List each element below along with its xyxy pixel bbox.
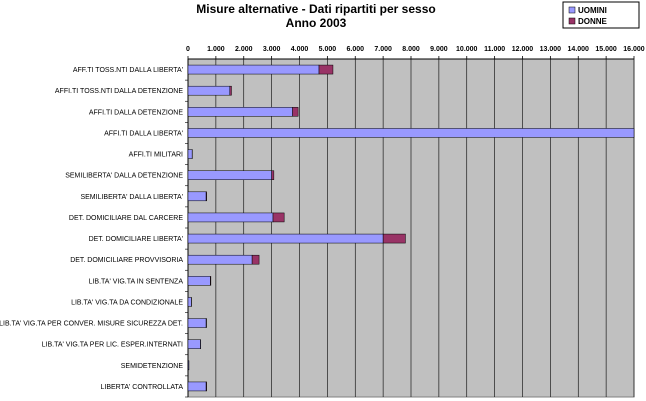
x-tick-label: 5.000	[319, 46, 337, 53]
x-tick-label: 3.000	[263, 46, 281, 53]
bar-uomini	[187, 191, 207, 202]
bar-uomini	[187, 85, 231, 96]
bar-uomini	[187, 318, 207, 328]
bar-uomini	[187, 149, 193, 159]
x-tick-label: 13.000	[540, 46, 562, 53]
bar-uomini	[187, 107, 293, 117]
x-tick-label: 12.000	[512, 46, 534, 53]
category-label: AFFI.TI DALLA DETENZIONE	[89, 109, 183, 116]
x-tick-label: 14.000	[568, 46, 590, 53]
x-tick-label: 8.000	[402, 46, 420, 53]
bar-uomini	[187, 381, 207, 392]
category-axis: AFF.TI TOSS.NTI DALLA LIBERTA' AFFI.TI TO…	[0, 67, 188, 398]
bar-uomini	[187, 128, 635, 138]
bar-donne	[318, 64, 334, 75]
category-label: LIBERTA' CONTROLLATA	[100, 384, 183, 391]
bars	[187, 64, 635, 392]
x-tick-label: 0	[186, 46, 190, 53]
bar-uomini	[187, 64, 320, 75]
bar-uomini	[187, 276, 211, 286]
bar-donne	[210, 276, 212, 286]
category-label: LIB.TA' VIG.TA PER LIC. ESPER.INTERNATI	[42, 342, 183, 349]
category-label: SEMIDETENZIONE	[121, 363, 184, 370]
bar-uomini	[187, 297, 192, 307]
bar-uomini	[187, 233, 384, 244]
x-tick-label: 6.000	[346, 46, 364, 53]
x-tick-label: 7.000	[374, 46, 392, 53]
legend-label-donne: DONNE	[578, 17, 608, 26]
x-tick-label: 10.000	[456, 46, 478, 53]
category-label: LIB.TA' VIG.TA DA CONDIZIONALE	[71, 299, 183, 306]
chart-title: Misure alternative - Dati ripartiti per …	[196, 2, 435, 16]
x-tick-label: 9.000	[430, 46, 448, 53]
bar-uomini	[187, 339, 201, 349]
bar-donne	[382, 233, 406, 244]
category-label: LIB.TA' VIG.TA IN SENTENZA	[89, 278, 184, 285]
legend-label-uomini: UOMINI	[578, 6, 607, 15]
category-label: AFFI.TI TOSS.NTI DALLA DETENZIONE	[55, 88, 183, 95]
category-label: AFF.TI TOSS.NTI DALLA LIBERTA'	[73, 67, 183, 74]
bar-donne	[251, 254, 260, 265]
category-label: DET. DOMICILIARE PROVVISORIA	[70, 257, 183, 264]
x-tick-label: 4.000	[291, 46, 309, 53]
category-label: AFFI.TI DALLA LIBERTA'	[104, 130, 183, 137]
bar-donne	[205, 381, 207, 392]
legend-box	[562, 1, 640, 29]
legend-swatch-donne	[568, 17, 576, 25]
bar-donne	[205, 191, 207, 202]
category-label: DET. DOMICILIARE DAL CARCERE	[69, 215, 183, 222]
category-label: AFFI.TI MILITARI	[129, 152, 183, 159]
legend: UOMINI DONNE	[562, 1, 640, 29]
bar-donne	[229, 85, 232, 96]
legend-swatch-uomini	[568, 6, 576, 14]
category-label: SEMILIBERTA' DALLA LIBERTA'	[80, 194, 183, 201]
bar-donne	[272, 212, 285, 223]
x-tick-label: 2.000	[235, 46, 253, 53]
x-tick-label: 11.000	[484, 46, 505, 53]
category-label: SEMILIBERTA' DALLA DETENZIONE	[65, 173, 183, 180]
bar-donne	[292, 107, 299, 117]
bar-uomini	[187, 212, 274, 223]
x-tick-label: 16.000	[623, 46, 645, 53]
chart-subtitle: Anno 2003	[286, 16, 347, 30]
bar-uomini	[187, 254, 253, 265]
category-label: DET. DOMICILIARE LIBERTA'	[89, 236, 183, 243]
bar-donne	[271, 170, 275, 180]
category-label: LIB.TA' VIG.TA PER CONVER. MISURE SICURE…	[0, 321, 183, 328]
bar-uomini	[187, 170, 272, 180]
x-tick-label: 1.000	[207, 46, 225, 53]
x-tick-label: 15.000	[595, 46, 617, 53]
